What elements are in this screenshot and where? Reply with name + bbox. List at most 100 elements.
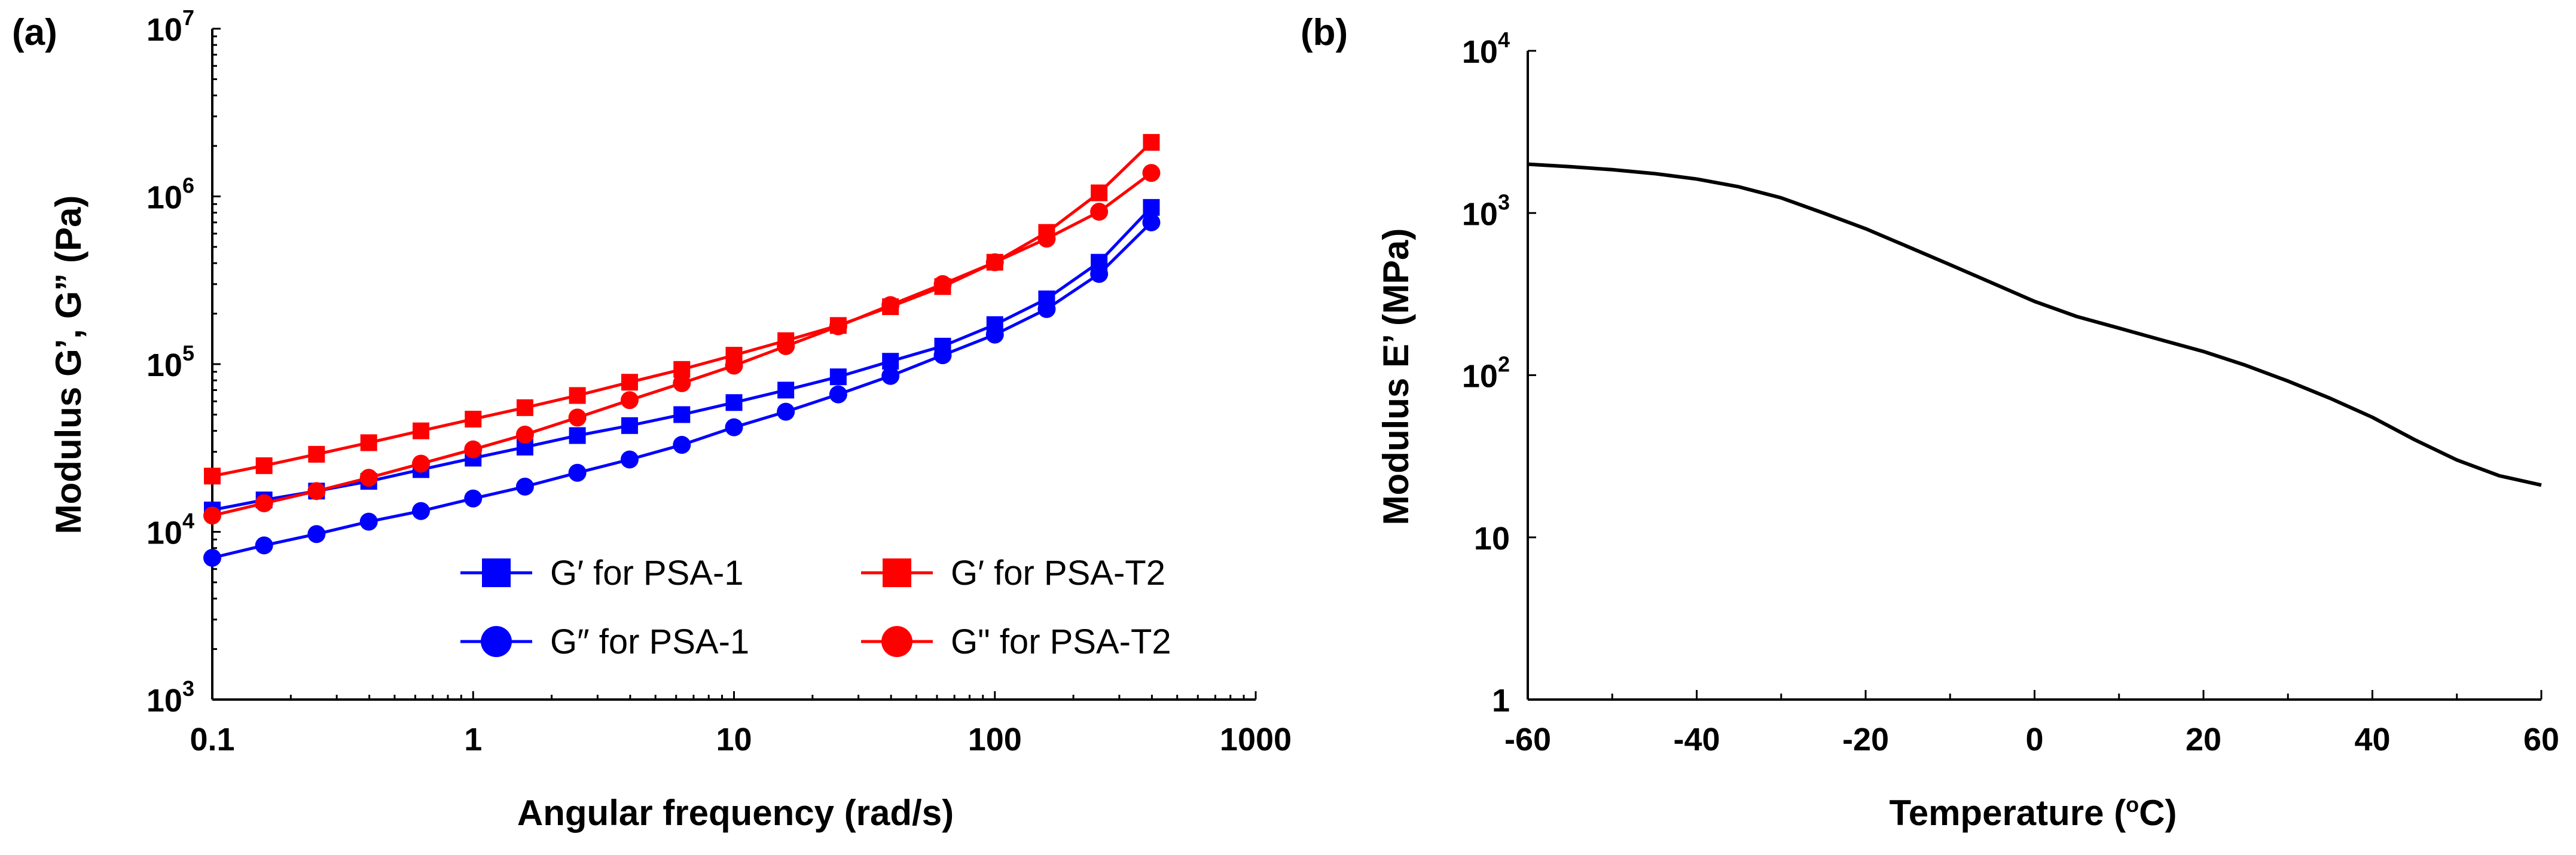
series-line-4 (212, 172, 1152, 517)
data-point (725, 418, 743, 436)
legend-label: G″ for PSA-1 (550, 622, 749, 661)
data-point (673, 436, 691, 454)
data-point (1143, 199, 1160, 216)
data-point (777, 381, 795, 399)
data-point (620, 450, 639, 469)
data-point (307, 482, 326, 500)
legend-marker (482, 558, 511, 587)
x-tick-label-b: -60 (1504, 722, 1551, 758)
data-point (829, 385, 847, 404)
y-tick-label-a: 104 (146, 509, 194, 551)
data-point (1091, 184, 1108, 201)
data-point (568, 463, 587, 482)
data-point (621, 417, 638, 434)
chart-b: (b) -60 -40 -20 0 20 40 60 1 10 102 103 104 Tempera… (1301, 12, 2559, 833)
data-point (725, 394, 743, 411)
x-tick-label-b: 20 (2186, 722, 2221, 758)
y-tick-label-a: 105 (146, 341, 194, 383)
panel-label-b: (b) (1301, 12, 1348, 53)
x-tick-label-a: 1 (464, 722, 482, 758)
data-point (255, 494, 273, 512)
data-point (1090, 203, 1109, 221)
y-tick-label-b: 103 (1462, 190, 1510, 232)
data-point (568, 408, 587, 427)
y-tick-label-a: 106 (146, 173, 194, 216)
data-point (777, 337, 795, 355)
legend-marker (481, 626, 512, 657)
data-point (933, 346, 952, 365)
x-tick-label-a: 10 (716, 722, 752, 758)
data-point (308, 445, 325, 463)
data-point (412, 454, 431, 473)
data-point (515, 425, 534, 444)
data-point (413, 422, 430, 439)
x-tick-label-b: 40 (2354, 722, 2390, 758)
data-point (621, 374, 638, 391)
data-point (829, 317, 847, 335)
data-point (412, 502, 431, 520)
x-tick-label-a: 1000 (1220, 722, 1292, 758)
y-tick-label-a: 103 (146, 676, 194, 719)
x-tick-label-b: -20 (1842, 722, 1889, 758)
data-point (933, 275, 952, 294)
data-point (203, 506, 221, 525)
legend-label: G′ for PSA-T2 (951, 554, 1165, 593)
y-tick-label-a: 107 (146, 5, 194, 48)
data-point (359, 512, 378, 531)
data-point (359, 469, 378, 487)
data-point (1143, 134, 1160, 151)
x-tick-label-a: 0.1 (190, 722, 234, 758)
y-tick-label-b: 10 (1474, 521, 1510, 557)
series-line-3 (212, 141, 1153, 478)
data-point (881, 296, 900, 314)
chart-a: (a) 0.1 1 10 100 1000 103 104 105 106 107 Angular… (12, 5, 1292, 833)
y-axis-title-b: Modulus E’ (MPa) (1376, 228, 1416, 526)
data-point (1142, 213, 1161, 231)
data-point (204, 468, 221, 485)
data-point (985, 253, 1004, 271)
data-point (1037, 300, 1056, 318)
series-line-e-modulus (1527, 162, 2542, 487)
legend-label: G′ for PSA-1 (550, 554, 744, 593)
y-tick-label-b: 102 (1462, 352, 1510, 395)
data-point (725, 356, 743, 375)
data-point (673, 406, 691, 423)
data-point (464, 440, 483, 459)
x-axis-title-a: Angular frequency (rad/s) (517, 793, 954, 833)
x-tick-label-b: -40 (1673, 722, 1720, 758)
legend-marker (883, 558, 911, 587)
data-point (1090, 265, 1109, 283)
y-tick-label-b: 104 (1462, 28, 1510, 70)
data-point (569, 427, 586, 444)
y-tick-label-b: 1 (1492, 683, 1510, 719)
data-point (360, 434, 377, 451)
x-tick-label-a: 100 (968, 722, 1022, 758)
x-tick-label-b: 60 (2523, 722, 2559, 758)
data-point (1037, 230, 1056, 248)
x-tick-label-b: 0 (2025, 722, 2043, 758)
data-point (985, 325, 1004, 344)
data-point (881, 367, 900, 385)
data-point (465, 410, 482, 428)
data-point (255, 536, 273, 555)
data-point (515, 477, 534, 496)
panel-label-a: (a) (12, 12, 57, 53)
data-point (829, 368, 847, 386)
data-point (620, 391, 639, 410)
y-axis-title-a: Modulus G’, G” (Pa) (48, 196, 88, 535)
x-axis-title-b: Temperature (oC) (1890, 792, 2177, 833)
data-point (569, 387, 586, 404)
data-point (882, 353, 899, 370)
data-point (464, 489, 483, 508)
data-point (516, 399, 533, 416)
data-point (777, 402, 795, 421)
data-point (307, 525, 326, 543)
data-point (1142, 164, 1161, 182)
legend-marker (881, 626, 912, 657)
data-point (255, 457, 273, 474)
legend-a: G′ for PSA-1 G″ for PSA-1 G′ for PSA-T2 G" … (460, 554, 1171, 661)
data-point (673, 374, 691, 392)
data-point (203, 548, 221, 567)
legend-label: G" for PSA-T2 (951, 622, 1171, 661)
